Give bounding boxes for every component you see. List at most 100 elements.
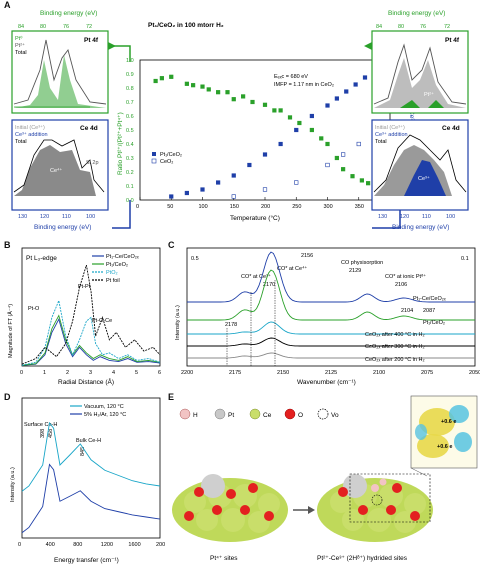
- legend-initial: Initial (Ce³⁺): [15, 124, 45, 131]
- x-tick-label: 800: [73, 542, 82, 548]
- data-point: [169, 194, 174, 199]
- annot-imfp: IMFP = 1.17 nm in CeO₂: [274, 82, 334, 88]
- data-point: [334, 155, 339, 161]
- scale-left: 0.5: [191, 256, 199, 262]
- peak: 2106: [395, 282, 407, 288]
- cluster-hydrided: [317, 473, 433, 542]
- x-tick-label: 100: [199, 204, 208, 210]
- tick: 110: [62, 214, 71, 220]
- axis-label-binding-energy: Binding energy (eV): [34, 224, 91, 231]
- annot-eexc: Eₑₓc = 680 eV: [274, 74, 308, 80]
- panel-letter-b: B: [4, 240, 11, 250]
- panel-letter-a: A: [4, 0, 11, 10]
- data-point: [200, 187, 205, 192]
- legend-initial: Initial (Ce³⁺): [375, 124, 405, 131]
- legend-o: O: [298, 412, 303, 419]
- label-ce4plus: Ce⁴⁺: [50, 167, 62, 174]
- series-line: [21, 421, 161, 492]
- charge-density-inset: +0.6 e +0.6 e: [410, 395, 478, 469]
- x-tick-label: 2150: [277, 370, 289, 376]
- data-point: [334, 96, 339, 101]
- data-point: [250, 99, 255, 105]
- peak: 2156: [301, 253, 313, 259]
- x-tick-label: 1200: [101, 542, 113, 548]
- atom-legend: H Pt Ce O Vo: [179, 408, 339, 420]
- tick: 120: [40, 214, 49, 220]
- data-point: [309, 113, 314, 119]
- panel-letter-c: C: [168, 240, 175, 250]
- data-point: [169, 74, 174, 79]
- x-tick-label: 2175: [229, 370, 241, 376]
- data-point: [191, 83, 196, 88]
- data-point: [344, 89, 349, 94]
- label-ce3plus: Ce³⁺: [418, 175, 430, 182]
- caption-right: Pt²⁺-Ce³⁺ (2Hᵟ⁺) hydrided sites: [317, 555, 408, 562]
- peak: 2087: [423, 308, 435, 314]
- data-point: [216, 180, 221, 185]
- panel-b: Pt L₃-edge Pt₁-Ce/CeO₂ₓ Pt₁/CeO₂ PtO₂ Pt…: [7, 247, 161, 386]
- data-point: [297, 120, 302, 126]
- x-tick-label: 250: [292, 204, 301, 210]
- tick: 76: [420, 24, 426, 30]
- legend-ce: Ce: [263, 412, 272, 419]
- x-tick-label: 0: [18, 542, 21, 548]
- o-icon: [284, 408, 296, 420]
- data-point: [309, 127, 314, 133]
- legend-vo: Vo: [331, 412, 339, 419]
- tick: 100: [86, 214, 95, 220]
- legend-item: Vacuum, 120 °C: [84, 404, 124, 410]
- x-tick-label: 150: [230, 204, 239, 210]
- y-tick-label: 0.5: [126, 128, 134, 134]
- xlabel: Wavenumber (cm⁻¹): [297, 379, 356, 386]
- panel-e: H Pt Ce O Vo Pt⁴⁺ sites: [172, 395, 478, 562]
- series-label: Pt₁/CeO₂: [423, 320, 445, 326]
- label-pt2plus: Pt²⁺: [424, 91, 434, 98]
- ce4d-left-inset: Ce 4d Initial (Ce³⁺) Ce³⁺ addition Total…: [11, 119, 109, 231]
- data-point: [262, 152, 268, 157]
- series-line: [187, 337, 475, 347]
- charge-label: +0.6 e: [441, 419, 456, 425]
- x-tick-label: 0: [20, 370, 23, 376]
- legend-h: H: [193, 412, 198, 419]
- tick: 76: [63, 24, 69, 30]
- annot-ptoce: Pt-O-Ce: [92, 318, 112, 324]
- panel-d: Vacuum, 120 °C 5% H₂/Ar, 120 °C Surface …: [10, 397, 165, 564]
- data-point: [294, 180, 299, 185]
- data-point: [341, 167, 346, 172]
- data-point: [325, 103, 330, 108]
- data-point: [272, 108, 277, 113]
- series-line: [21, 264, 161, 365]
- data-point: [231, 194, 236, 199]
- data-point: [350, 174, 355, 179]
- series-line: [187, 321, 475, 335]
- tick: 130: [378, 214, 387, 220]
- annot-ptpt: Pt-Pt: [78, 284, 91, 290]
- data-point: [287, 115, 293, 120]
- axis-label-binding-energy: Binding energy (eV): [40, 10, 97, 17]
- legend-pt: Pt: [228, 412, 234, 419]
- ce4d-right-inset: Ce 4d Initial (Ce³⁺) Ce³⁺ addition Total…: [371, 119, 469, 231]
- panel-letter-e: E: [168, 392, 175, 402]
- peak: 398: [40, 429, 46, 438]
- peak: 2129: [349, 268, 361, 274]
- legend-ce3-addition: Ce³⁺ addition: [375, 131, 408, 138]
- y-tick-label: 0.1: [126, 184, 134, 190]
- annot-pto: Pt-O: [28, 306, 40, 312]
- data-point: [225, 90, 230, 95]
- y-tick-label: 0.9: [126, 72, 134, 78]
- x-tick-label: 2075: [421, 370, 433, 376]
- data-point: [231, 97, 236, 102]
- data-point: [216, 90, 221, 95]
- data-point: [278, 108, 283, 113]
- legend-total: Total: [15, 50, 27, 56]
- center-chart: Pt₁/CeO₂ in 100 mtorr H₂ Eₑₓc = 680 eV I…: [117, 22, 415, 222]
- tick: 130: [18, 214, 27, 220]
- axis-label-binding-energy: Binding energy (eV): [388, 10, 445, 17]
- x-tick-label: 200: [261, 204, 270, 210]
- tick: 72: [86, 24, 92, 30]
- data-point: [262, 102, 268, 107]
- data-point: [159, 76, 164, 81]
- x-tick-label: 400: [46, 542, 55, 548]
- annot-ionic-pt: CO* at ionic Ptᵟ⁺: [385, 273, 426, 280]
- x-tick-label: 6: [158, 370, 161, 376]
